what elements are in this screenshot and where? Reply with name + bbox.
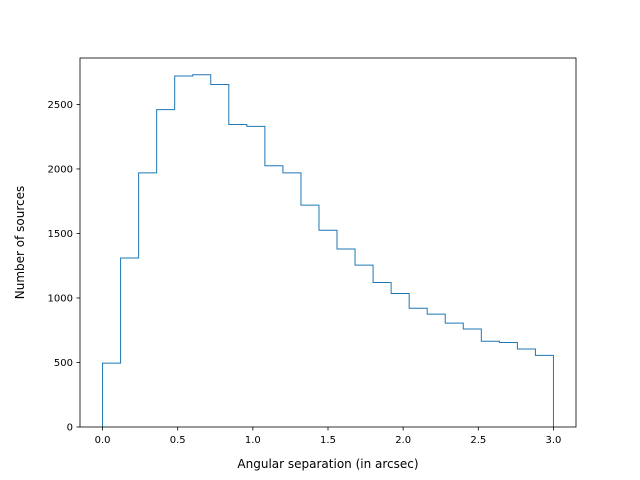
y-tick-label: 2000 — [48, 164, 73, 175]
histogram-step-line — [102, 74, 554, 427]
x-tick-label: 2.5 — [470, 435, 486, 446]
y-tick-label: 500 — [54, 358, 73, 369]
y-tick-label: 0 — [67, 423, 73, 434]
x-tick-label: 0.5 — [170, 435, 186, 446]
x-axis-ticks: 0.0 0.5 1.0 1.5 2.0 2.5 3.0 — [95, 427, 562, 446]
x-tick-label: 2.0 — [395, 435, 411, 446]
y-axis-label: Number of sources — [13, 186, 27, 300]
x-tick-label: 1.0 — [245, 435, 261, 446]
y-tick-label: 1000 — [48, 293, 73, 304]
y-tick-label: 1500 — [48, 229, 73, 240]
x-tick-label: 1.5 — [320, 435, 336, 446]
y-axis-ticks: 0 500 1000 1500 2000 2500 — [48, 100, 80, 434]
x-tick-label: 0.0 — [95, 435, 111, 446]
x-axis-label: Angular separation (in arcsec) — [237, 457, 418, 471]
x-tick-label: 3.0 — [546, 435, 562, 446]
y-tick-label: 2500 — [48, 100, 73, 111]
